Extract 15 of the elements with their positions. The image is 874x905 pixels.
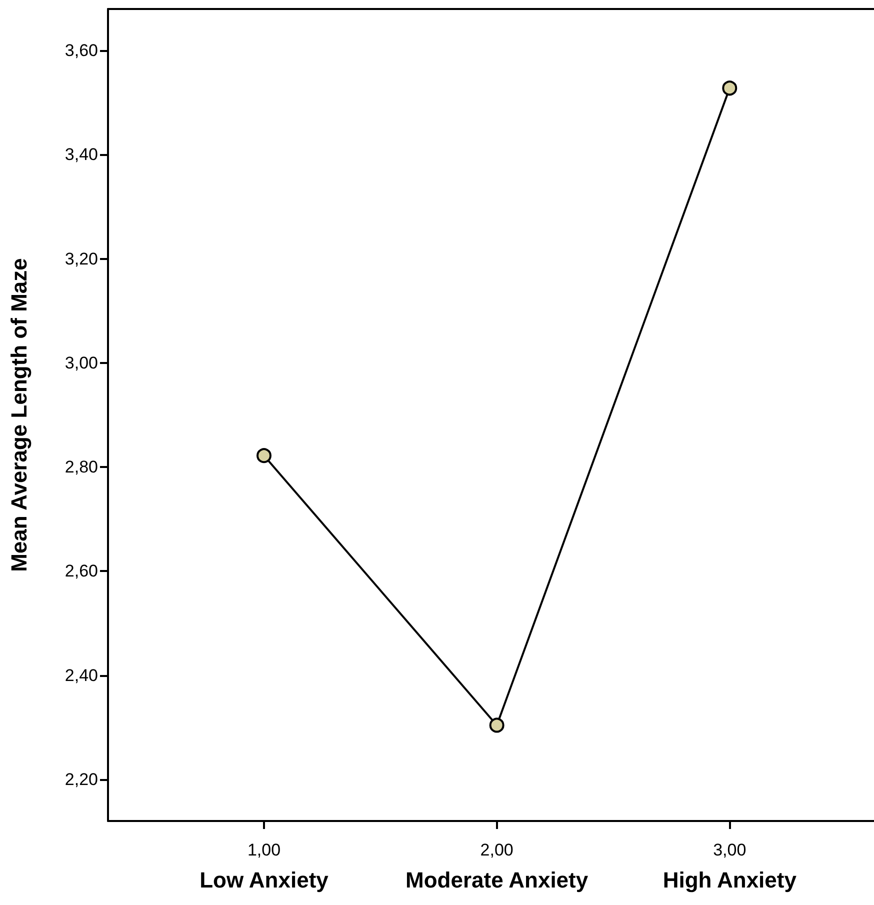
x-tick-label: 2,00 Moderate Anxiety	[406, 840, 589, 892]
y-tick-label: 3,00	[64, 353, 98, 372]
y-tick-label: 2,80	[64, 458, 98, 477]
y-tick-label: 3,60	[64, 41, 98, 60]
point	[256, 448, 272, 464]
x-tick-label: 1,00 Low Anxiety	[200, 840, 330, 892]
point	[722, 80, 738, 96]
y-axis-title: Mean Average Length of Maze	[6, 258, 32, 572]
y-tick-label: 3,40	[64, 145, 98, 164]
x-tick-label: 3,00 High Anxiety	[662, 840, 798, 892]
y-tick-label: 3,20	[64, 249, 98, 268]
y-tick-label: 2,20	[64, 770, 98, 789]
point	[489, 718, 504, 733]
y-tick-label: 2,60	[64, 562, 98, 581]
y-tick-label: 2,40	[64, 666, 98, 685]
